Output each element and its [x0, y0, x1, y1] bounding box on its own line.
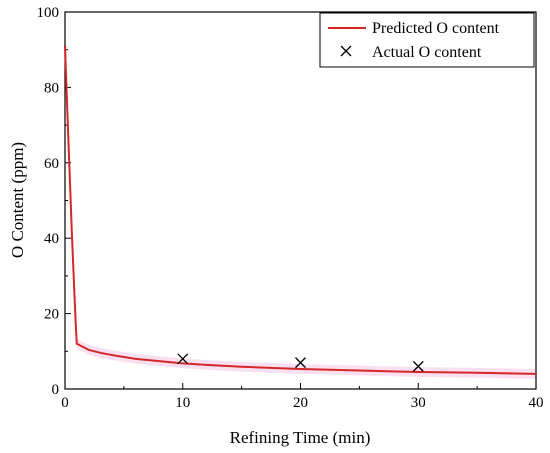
actual-o-content-point	[295, 357, 306, 369]
actual-o-content-point	[412, 360, 424, 372]
x-tick-label: 0	[61, 395, 69, 411]
plot-area-frame	[64, 11, 537, 390]
predicted-o-content-line	[64, 45, 537, 375]
legend-label-actual: Actual O content	[372, 44, 482, 61]
y-tick-label: 80	[44, 80, 59, 96]
y-tick-label: 0	[52, 382, 60, 398]
axis-ticks: 0 10 20 30 40 0 20 40 60 80 100	[37, 5, 544, 411]
legend: Predicted O content Actual O content	[319, 12, 535, 68]
actual-o-content-point	[177, 353, 189, 365]
legend-x-marker	[340, 45, 352, 57]
y-axis-title: O Content (ppm)	[8, 142, 27, 258]
x-tick-label: 30	[411, 395, 426, 411]
legend-box	[319, 12, 535, 68]
y-tick-label: 60	[44, 156, 59, 172]
y-tick-label: 100	[37, 5, 60, 21]
x-axis-title: Refining Time (min)	[230, 428, 371, 447]
y-tick-label: 20	[44, 307, 59, 323]
x-tick-label: 10	[175, 395, 190, 411]
series-layer	[64, 45, 537, 375]
x-tick-label: 40	[529, 395, 544, 411]
y-tick-label: 40	[44, 231, 59, 247]
x-tick-label: 20	[293, 395, 308, 411]
legend-label-predicted: Predicted O content	[372, 20, 500, 37]
